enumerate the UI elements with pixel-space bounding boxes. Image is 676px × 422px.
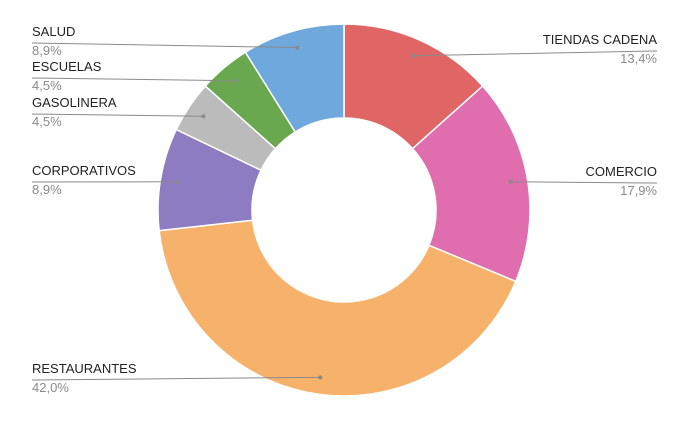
leader-dot-salud <box>295 45 300 50</box>
leader-dot-comercio <box>508 179 513 184</box>
slice-value-corporativos: 8,9% <box>32 182 62 197</box>
slice-value-tiendas-cadena: 13,4% <box>620 51 657 66</box>
leader-line-restaurantes <box>31 376 321 381</box>
leader-dot-tiendas-cadena <box>410 53 415 58</box>
slice-label-restaurantes: RESTAURANTES <box>32 361 137 376</box>
leader-dot-corporativos <box>175 179 180 184</box>
leader-dot-gasolinera <box>201 114 206 119</box>
slice-value-gasolinera: 4,5% <box>32 114 62 129</box>
leader-line-escuelas <box>31 77 236 82</box>
leader-dot-escuelas <box>233 78 238 83</box>
slice-label-corporativos: CORPORATIVOS <box>32 163 136 178</box>
slice-restaurantes <box>158 219 517 397</box>
donut-slices <box>157 23 531 397</box>
slice-label-tiendas-cadena: TIENDAS CADENA <box>543 32 657 47</box>
slice-value-salud: 8,9% <box>32 43 62 58</box>
slice-label-escuelas: ESCUELAS <box>32 59 102 74</box>
slice-salud <box>244 23 345 134</box>
slice-labels: TIENDAS CADENA 13,4% COMERCIO 17,9% RESTAURA… <box>32 24 657 395</box>
leader-line-salud <box>31 42 298 49</box>
slice-value-escuelas: 4,5% <box>32 78 62 93</box>
slice-comercio <box>411 84 531 283</box>
slice-value-comercio: 17,9% <box>620 183 657 198</box>
slice-label-gasolinera: GASOLINERA <box>32 95 117 110</box>
leader-line-gasolinera <box>31 113 204 117</box>
slice-label-salud: SALUD <box>32 24 75 39</box>
slice-value-restaurantes: 42,0% <box>32 380 69 395</box>
leader-lines <box>31 42 658 381</box>
slice-label-comercio: COMERCIO <box>586 164 658 179</box>
leader-line-tiendas-cadena <box>412 50 658 57</box>
leader-line-comercio <box>510 181 658 184</box>
leader-dot-restaurantes <box>318 375 323 380</box>
